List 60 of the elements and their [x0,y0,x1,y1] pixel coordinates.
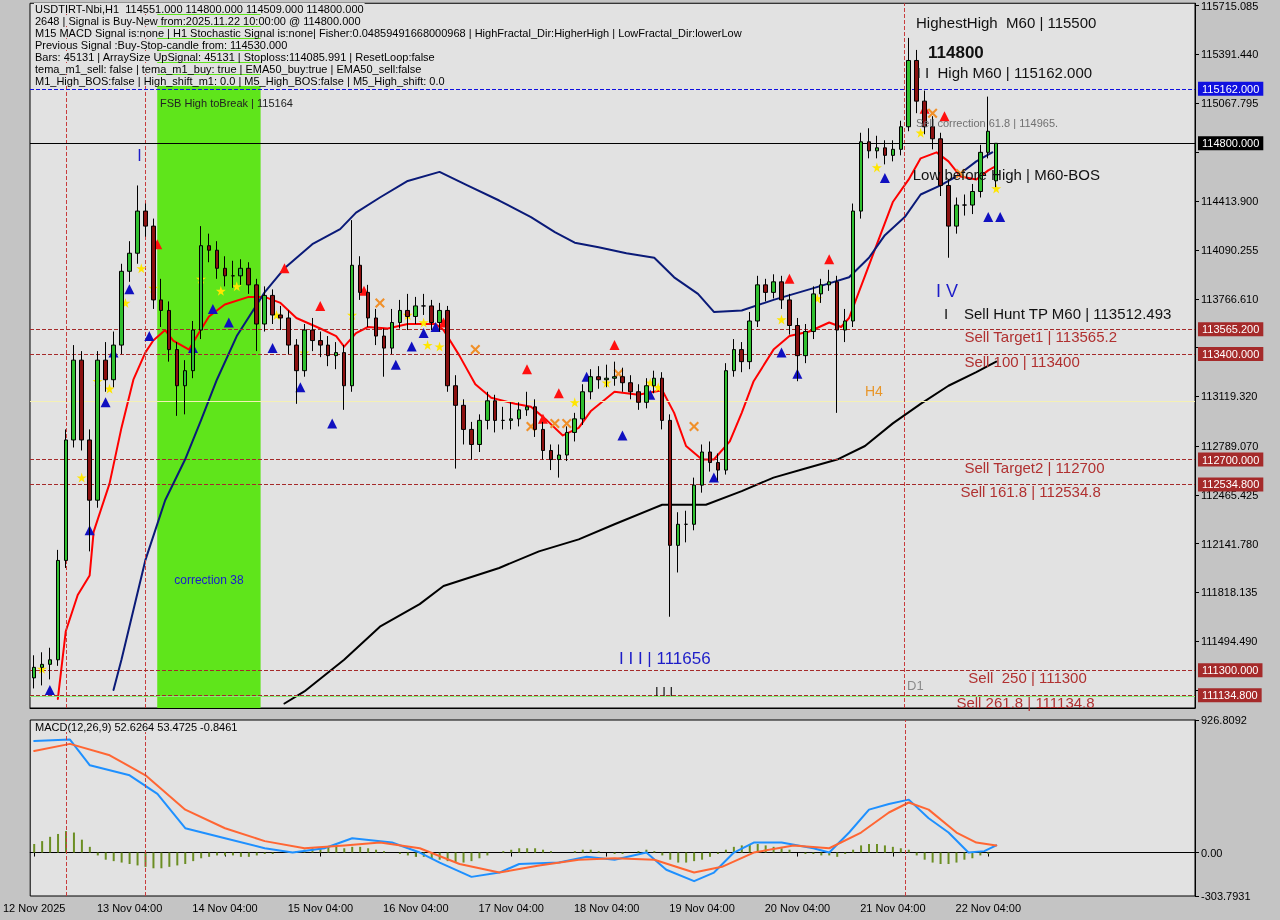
annotation: 2648 | Signal is Buy-New from:2025.11.22 10:00:00 @ 114800.000 [35,14,361,27]
y-tick-label: 111494.490 [1201,635,1258,648]
x-tick-label: 14 Nov 04:00 [192,901,258,914]
annotation: Sell 100 | 113400 [964,353,1080,371]
annotation: HighestHigh M60 | 115500 [916,14,1097,31]
annotation: I I I [655,684,674,699]
y-tick-label: 115715.085 [1201,0,1259,12]
y-tick-label: 114090.255 [1201,244,1259,257]
x-tick-label: 13 Nov 04:00 [96,901,163,914]
ref-line-label: 113400.000 [1202,348,1260,361]
y-tick-label: 112789.070 [1201,440,1259,453]
annotation: Sell 250 | 111300 [968,669,1087,687]
annotation: I [944,305,949,322]
ref-line-label: 114800.000 [1202,137,1260,150]
x-tick-label: 15 Nov 04:00 [287,901,354,914]
annotation: Previous Signal :Buy-Stop-candle from: 114530.000 [35,38,288,51]
annotation: M15 MACD Signal is:none | H1 Stochastic Signal is:none| Fisher:0.04859491668000968 | HighFractal_Dir:HigherHigh | LowFractal_Dir:lowerLow [35,26,742,39]
annotation: Sell 261.8 | 111134.8 [956,694,1095,712]
annotation: Sell Target2 | 112700 [964,458,1105,476]
band-label: correction 38 [174,573,244,588]
annotation: Sell Hunt TP M60 | 113512.493 [964,305,1172,322]
y-tick-label: 111818.135 [1201,586,1258,599]
y-tick-label: 113119.320 [1201,390,1258,403]
y-tick-label: 112141.780 [1201,537,1259,550]
x-tick-label: 17 Nov 04:00 [478,901,544,914]
x-tick-label: 16 Nov 04:00 [383,901,449,914]
x-tick-label: 19 Nov 04:00 [669,901,735,914]
annotation: I V [936,281,959,301]
x-tick-label: 22 Nov 04:00 [955,901,1021,914]
x-tick-label: 20 Nov 04:00 [764,901,831,914]
y-tick-label: 112465.425 [1201,488,1259,501]
annotation: I I I | 111656 [619,649,711,668]
ref-line-label: 115162.000 [1202,82,1260,95]
y-tick-label: 0.00 [1201,846,1223,859]
y-tick-label: 114413.900 [1201,195,1259,208]
annotation: Sell 161.8 | 112534.8 [960,483,1101,501]
annotation: Sell Target1 | 113565.2 [964,328,1118,346]
annotation: Bars: 45131 | ArraySize UpSignal: 45131 | Stoploss:114085.991 | ResetLoop:false [35,50,435,63]
x-tick-label: 12 Nov 2025 [2,901,66,914]
y-tick-label: 926.8092 [1201,714,1247,726]
y-tick-label: -303.7931 [1201,890,1251,902]
chart-title: USDTIRT-Nbi,H1 114551.000 114800.000 114509.000 114800.000 [35,2,364,15]
y-tick-label: 115391.440 [1201,48,1259,61]
y-tick-label: 115067.795 [1201,96,1259,109]
ref-line-label: 112700.000 [1202,453,1260,466]
ref-line-label: 113565.200 [1202,323,1260,336]
ref-line-label: 112534.800 [1202,478,1260,491]
annotation: H4 [865,383,884,399]
annotation: I I High M60 | 115162.000 [916,63,1093,81]
x-tick-label: 18 Nov 04:00 [573,901,640,914]
ref-line-label: 111300.000 [1202,664,1259,677]
annotation: D1 [907,678,924,693]
chart-title: MACD(12,26,9) 52.6264 53.4725 -0.8461 [35,720,238,733]
ref-line-label: 111134.800 [1202,689,1258,702]
x-tick-label: 21 Nov 04:00 [860,901,926,914]
annotation: I [137,147,142,165]
y-tick-label: 113766.610 [1201,292,1259,305]
annotation: 114800 [928,43,984,62]
annotation: M1_High_BOS:false | High_shift_m1: 0.0 | M5_High_BOS:false | M5_High_shift: 0.0 [35,74,445,87]
annotation: tema_m1_sell: false | tema_m1_buy: true | EMA50_buy:true | EMA50_sell:false [35,62,422,75]
